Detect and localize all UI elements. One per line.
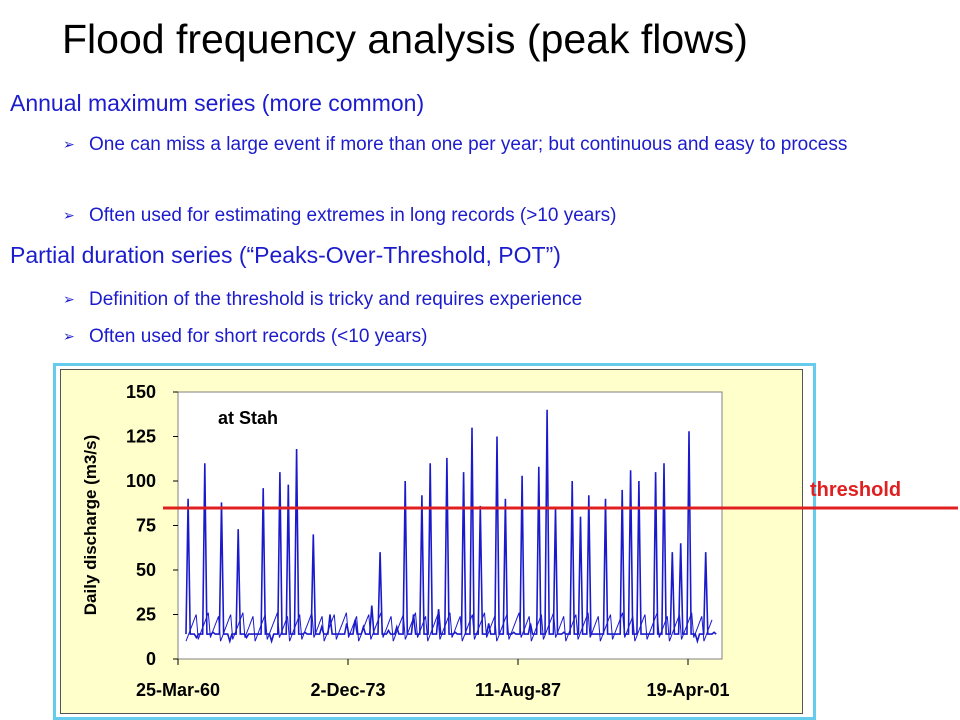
arrow-bullet-icon: ➢ — [63, 291, 75, 307]
x-tick-label: 11-Aug-87 — [475, 680, 561, 700]
x-tick-label: 25-Mar-60 — [136, 680, 220, 700]
y-tick-label: 25 — [136, 605, 156, 625]
bullet-partial-1: ➢ Definition of the threshold is tricky … — [63, 289, 583, 310]
chart-annotation: at Stah — [218, 408, 278, 428]
y-axis-label: Daily discharge (m3/s) — [81, 435, 100, 615]
slide-title: Flood frequency analysis (peak flows) — [62, 16, 748, 62]
arrow-bullet-icon: ➢ — [63, 207, 75, 223]
arrow-bullet-icon: ➢ — [63, 136, 75, 152]
y-tick-label: 0 — [146, 649, 156, 669]
bullet-annual-2: ➢ Often used for estimating extremes in … — [63, 205, 617, 226]
threshold-label: threshold — [810, 479, 902, 501]
chart-frame — [53, 363, 816, 720]
arrow-bullet-icon: ➢ — [63, 328, 75, 344]
bullet-annual-1: ➢ One can miss a large event if more tha… — [63, 134, 848, 155]
section-heading-partial-duration: Partial duration series (“Peaks-Over-Thr… — [10, 242, 561, 268]
discharge-baseline — [185, 612, 713, 642]
bullet-partial-2: ➢ Often used for short records (<10 year… — [63, 326, 428, 347]
x-tick-label: 2-Dec-73 — [310, 680, 385, 700]
y-tick-label: 150 — [126, 382, 156, 402]
y-tick-label: 50 — [136, 560, 156, 580]
y-tick-label: 75 — [136, 516, 156, 536]
discharge-series-line — [185, 409, 717, 645]
y-tick-label: 125 — [126, 427, 156, 447]
y-tick-label: 100 — [126, 471, 156, 491]
x-tick-label: 19-Apr-01 — [646, 680, 729, 700]
section-heading-annual-maximum: Annual maximum series (more common) — [10, 90, 425, 116]
